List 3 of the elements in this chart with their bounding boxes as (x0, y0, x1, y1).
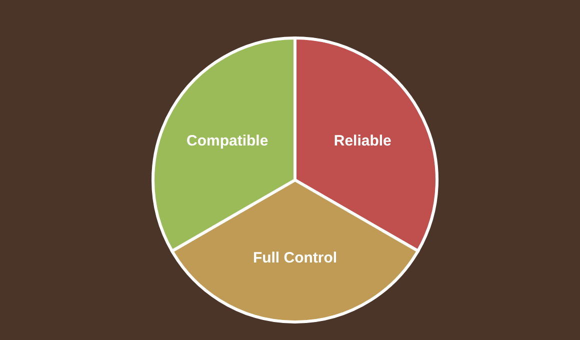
slice-label: Full Control (252, 250, 338, 267)
slice-label: Reliable (334, 132, 392, 150)
slice-label: Compatible (186, 132, 268, 150)
